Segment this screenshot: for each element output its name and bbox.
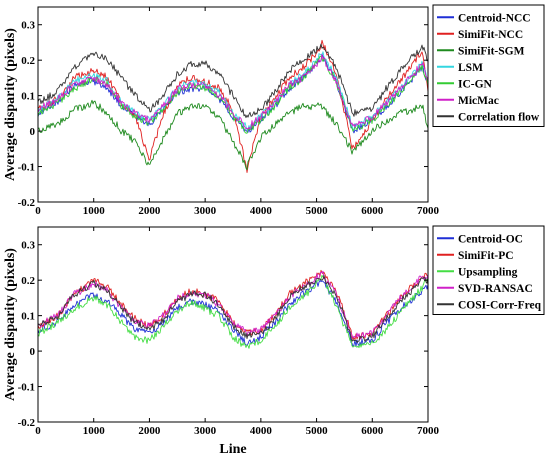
y-tick-label: 0.3 bbox=[21, 20, 35, 32]
legend-label: Centroid-NCC bbox=[458, 12, 531, 24]
y-tick-label: 0.2 bbox=[21, 275, 35, 287]
y-tick-label: -0.1 bbox=[18, 162, 35, 174]
legend-label: SimiFit-NCC bbox=[458, 29, 523, 41]
legend-label: MicMac bbox=[458, 95, 499, 107]
x-tick-label: 7000 bbox=[417, 205, 440, 217]
x-tick-label: 5000 bbox=[306, 425, 329, 437]
legend-label: Centroid-OC bbox=[458, 233, 523, 245]
bottom-panel: -0.2 -0.1 0 0.1 0.2 0.3 0 1000 2000 3000 4000 5000 6… bbox=[3, 225, 545, 455]
y-tick-label: 0.1 bbox=[21, 311, 35, 323]
x-tick-label: 1000 bbox=[83, 205, 106, 217]
series-line-centroid-oc bbox=[37, 279, 429, 348]
legend-label: SimiFit-SGM bbox=[458, 45, 525, 57]
legend-label: Correlation flow bbox=[458, 111, 540, 123]
x-tick-label: 0 bbox=[35, 205, 41, 217]
legend-label: SVD-RANSAC bbox=[458, 283, 533, 295]
plot-frame bbox=[37, 6, 429, 203]
series-line-correlation-flow bbox=[37, 43, 429, 119]
plot-frame bbox=[37, 226, 429, 423]
y-tick-label: 0.2 bbox=[21, 55, 35, 67]
y-tick-label: -0.2 bbox=[18, 417, 36, 429]
x-tick-label: 1000 bbox=[83, 425, 106, 437]
legend-label: IC-GN bbox=[458, 78, 493, 90]
y-tick-label: 0.3 bbox=[21, 240, 35, 252]
y-axis-label: Average disparity (pixels) bbox=[3, 248, 18, 401]
series-line-simifit-sgm bbox=[37, 99, 429, 171]
legend-label: COSI-Corr-Freq bbox=[458, 299, 542, 311]
x-tick-label: 0 bbox=[35, 425, 41, 437]
y-tick-label: 0 bbox=[30, 346, 36, 358]
x-tick-label: 6000 bbox=[361, 205, 384, 217]
y-tick-label: -0.1 bbox=[18, 382, 35, 394]
x-tick-label: 3000 bbox=[194, 425, 217, 437]
series-line-simifit-pc bbox=[37, 269, 429, 341]
x-tick-label: 2000 bbox=[138, 205, 161, 217]
y-tick-label: 0.1 bbox=[21, 91, 35, 103]
series-line-cosi-corr-freq bbox=[37, 275, 429, 343]
y-tick-label: 0 bbox=[30, 126, 36, 138]
x-tick-label: 5000 bbox=[306, 205, 329, 217]
y-axis-label: Average disparity (pixels) bbox=[3, 28, 18, 181]
y-tick-label: -0.2 bbox=[18, 197, 36, 209]
x-tick-label: 4000 bbox=[250, 205, 273, 217]
legend-label: LSM bbox=[458, 62, 483, 74]
x-tick-label: 6000 bbox=[361, 425, 384, 437]
x-axis-label: Line bbox=[219, 442, 246, 455]
legend-label: Upsampling bbox=[458, 266, 518, 278]
legend-label: SimiFit-PC bbox=[458, 250, 514, 262]
series-line-micmac bbox=[37, 54, 429, 130]
top-panel: -0.2 -0.1 0 0.1 0.2 0.3 0 1000 2000 3000 4000 5000 6… bbox=[3, 4, 545, 217]
x-tick-label: 3000 bbox=[194, 205, 217, 217]
series-line-upsampling bbox=[37, 274, 429, 349]
x-tick-label: 4000 bbox=[250, 425, 273, 437]
x-tick-label: 2000 bbox=[138, 425, 161, 437]
x-tick-label: 7000 bbox=[417, 425, 440, 437]
